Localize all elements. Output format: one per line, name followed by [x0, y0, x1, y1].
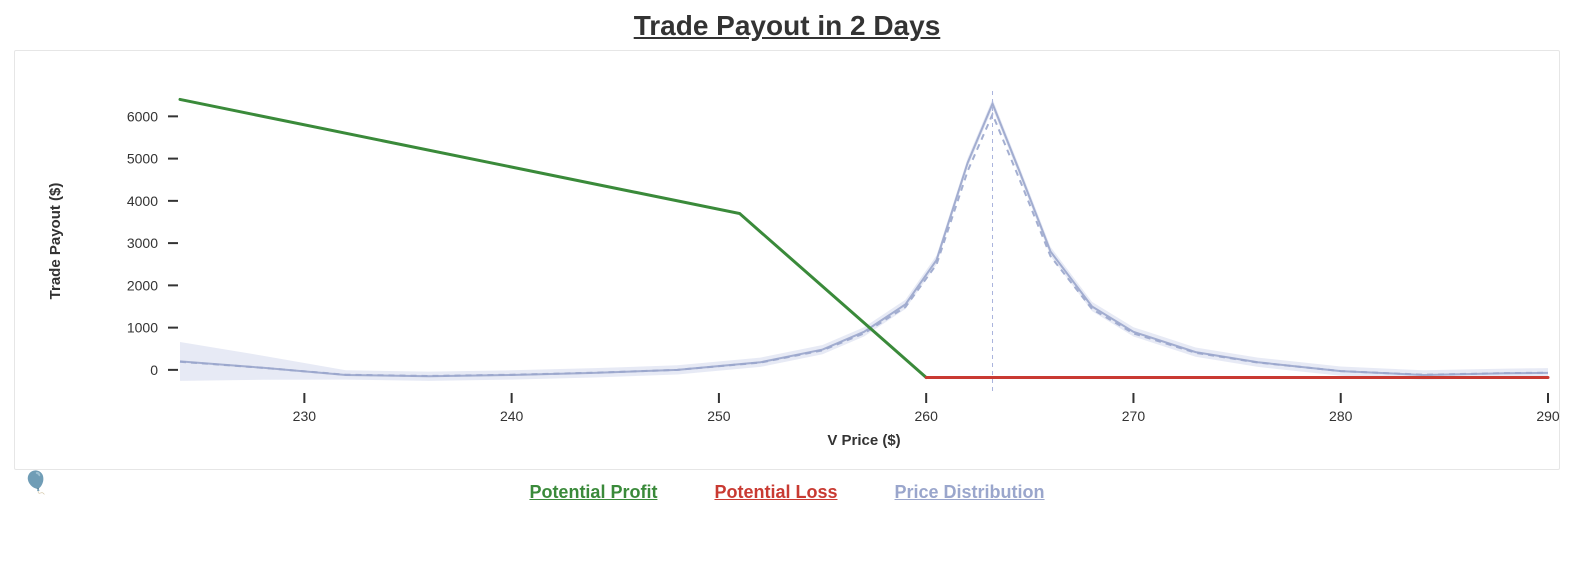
svg-text:Trade Payout ($): Trade Payout ($) — [47, 183, 64, 300]
payout-chart: 0 1000 2000 3000 4000 5000 6000 230 240 250 260 270… — [15, 51, 1561, 469]
svg-text:6000: 6000 — [127, 108, 158, 124]
distribution-dashed-line — [180, 114, 1548, 376]
svg-text:1000: 1000 — [127, 320, 158, 336]
svg-text:V Price ($): V Price ($) — [827, 432, 900, 449]
svg-text:2000: 2000 — [127, 277, 158, 293]
svg-text:230: 230 — [293, 408, 317, 424]
svg-text:0: 0 — [150, 362, 158, 378]
legend-dist: Price Distribution — [895, 482, 1045, 502]
svg-text:280: 280 — [1329, 408, 1353, 424]
svg-text:3000: 3000 — [127, 235, 158, 251]
svg-text:250: 250 — [707, 408, 731, 424]
legend: Potential Profit Potential Loss Price Di… — [0, 482, 1574, 503]
svg-text:240: 240 — [500, 408, 524, 424]
chart-frame: 0 1000 2000 3000 4000 5000 6000 230 240 250 260 270… — [14, 50, 1560, 470]
profit-line — [180, 99, 926, 377]
legend-loss: Potential Loss — [714, 482, 837, 502]
svg-text:260: 260 — [915, 408, 939, 424]
svg-text:270: 270 — [1122, 408, 1146, 424]
svg-text:290: 290 — [1536, 408, 1560, 424]
balloon-icon: 🎈 — [22, 470, 49, 496]
svg-text:4000: 4000 — [127, 193, 158, 209]
chart-title: Trade Payout in 2 Days — [0, 10, 1574, 42]
legend-profit: Potential Profit — [529, 482, 657, 502]
svg-text:5000: 5000 — [127, 151, 158, 167]
